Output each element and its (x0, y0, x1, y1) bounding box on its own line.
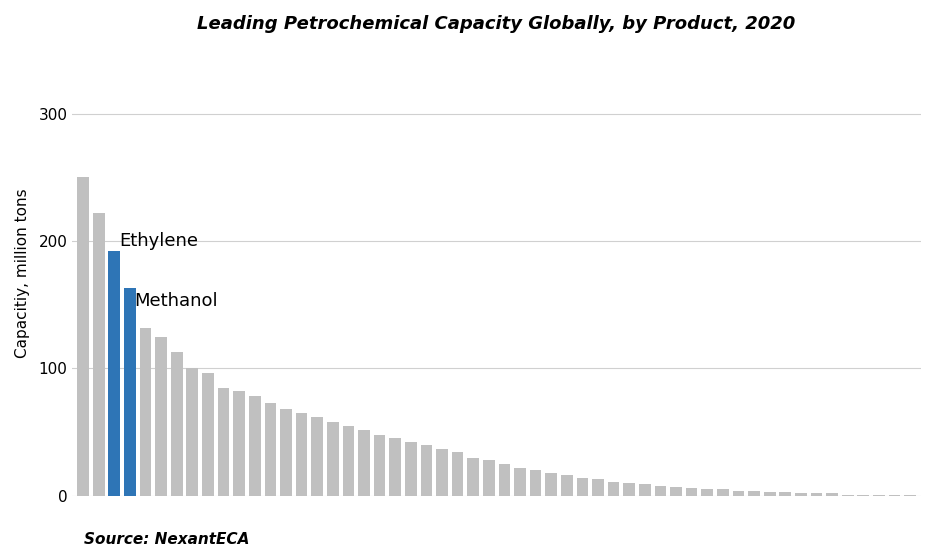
Bar (592, 479, 604, 496)
Bar (499, 464, 510, 496)
Bar (826, 493, 838, 496)
Bar (717, 489, 729, 496)
Bar (312, 417, 323, 496)
Text: Ethylene: Ethylene (119, 232, 198, 250)
Bar (733, 491, 744, 496)
Bar (546, 473, 557, 496)
Bar (218, 388, 229, 496)
Bar (639, 484, 651, 496)
Bar (764, 492, 776, 496)
Bar (623, 483, 635, 496)
Bar (280, 409, 292, 496)
Bar (249, 397, 260, 496)
Bar (530, 471, 541, 496)
Bar (358, 430, 370, 496)
Bar (93, 213, 105, 496)
Text: Source: NexantECA: Source: NexantECA (84, 533, 250, 547)
Bar (811, 493, 823, 496)
Bar (233, 392, 245, 496)
Bar (857, 494, 870, 496)
Bar (343, 426, 354, 496)
Bar (436, 448, 447, 496)
Bar (265, 403, 276, 496)
Bar (171, 352, 183, 496)
Bar (873, 494, 885, 496)
Bar (577, 478, 588, 496)
Y-axis label: Capacitiy, million tons: Capacitiy, million tons (15, 188, 30, 358)
Bar (420, 445, 432, 496)
Bar (514, 468, 526, 496)
Bar (405, 442, 417, 496)
Bar (561, 476, 573, 496)
Bar (296, 413, 307, 496)
Bar (701, 489, 713, 496)
Bar (452, 452, 463, 496)
Bar (373, 435, 386, 496)
Bar (841, 494, 854, 496)
Bar (888, 494, 900, 496)
Bar (139, 327, 152, 496)
Text: Methanol: Methanol (135, 292, 218, 310)
Bar (748, 491, 760, 496)
Bar (686, 488, 697, 496)
Bar (124, 288, 136, 496)
Bar (670, 487, 682, 496)
Bar (795, 493, 807, 496)
Bar (780, 492, 791, 496)
Title: Leading Petrochemical Capacity Globally, by Product, 2020: Leading Petrochemical Capacity Globally,… (197, 15, 796, 33)
Bar (389, 439, 401, 496)
Bar (109, 251, 120, 496)
Bar (904, 494, 916, 496)
Bar (202, 373, 213, 496)
Bar (186, 368, 198, 496)
Bar (467, 457, 479, 496)
Bar (78, 178, 89, 496)
Bar (483, 460, 494, 496)
Bar (155, 337, 167, 496)
Bar (607, 482, 620, 496)
Bar (327, 422, 339, 496)
Bar (654, 486, 666, 496)
